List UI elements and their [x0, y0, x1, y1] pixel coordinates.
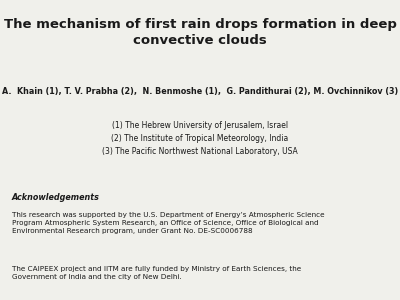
Text: A.  Khain (1), T. V. Prabha (2),  N. Benmoshe (1),  G. Pandithurai (2), M. Ovchi: A. Khain (1), T. V. Prabha (2), N. Benmo…	[2, 87, 398, 96]
Text: The mechanism of first rain drops formation in deep
convective clouds: The mechanism of first rain drops format…	[4, 18, 396, 47]
Text: Acknowledgements: Acknowledgements	[12, 194, 100, 202]
Text: This research was supported by the U.S. Department of Energy’s Atmospheric Scien: This research was supported by the U.S. …	[12, 212, 325, 234]
Text: (1) The Hebrew University of Jerusalem, Israel
(2) The Institute of Tropical Met: (1) The Hebrew University of Jerusalem, …	[102, 122, 298, 155]
Text: The CAIPEEX project and IITM are fully funded by Ministry of Earth Sciences, the: The CAIPEEX project and IITM are fully f…	[12, 266, 301, 280]
